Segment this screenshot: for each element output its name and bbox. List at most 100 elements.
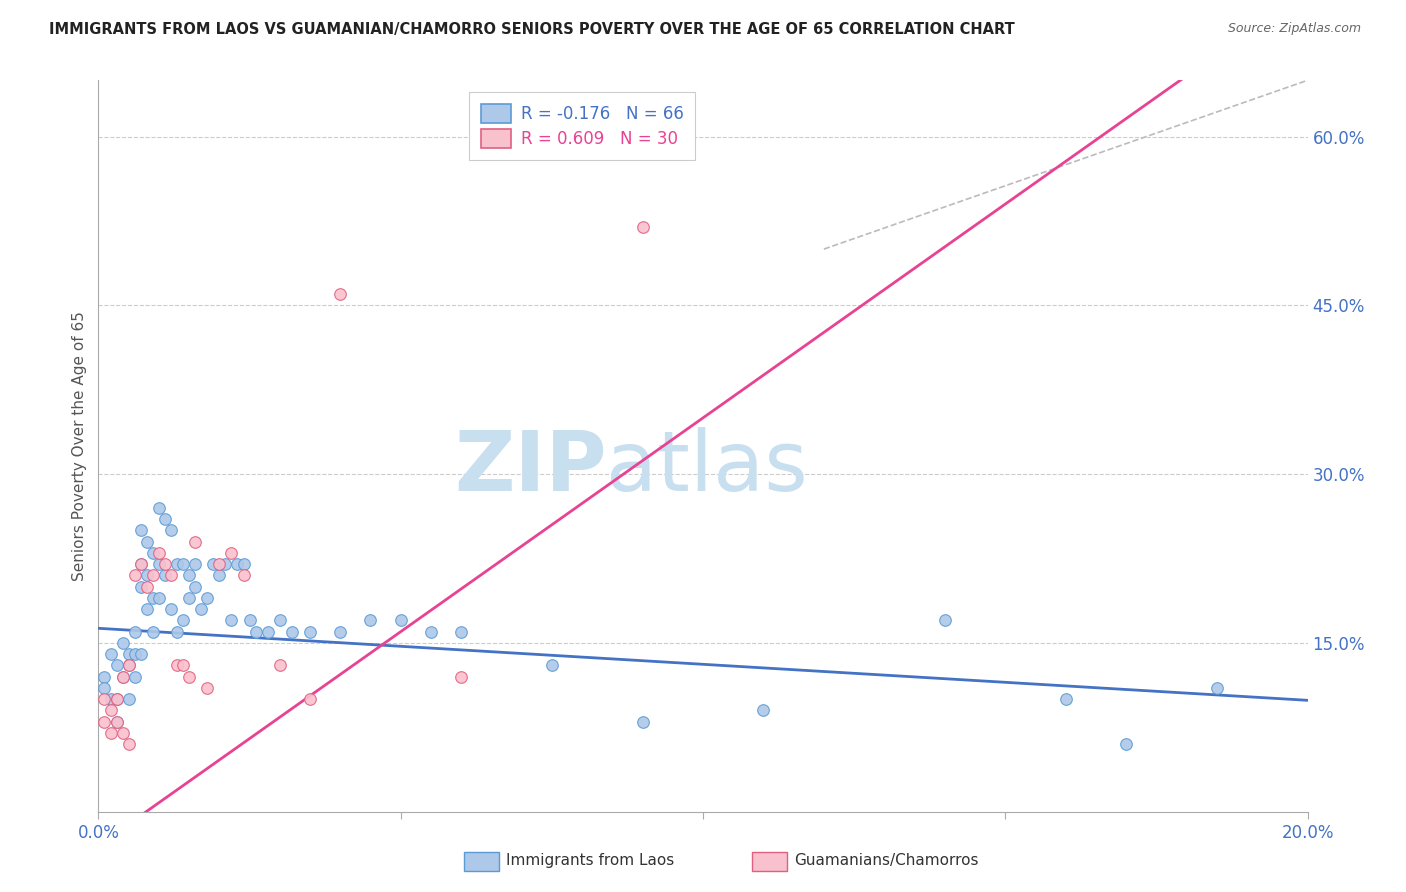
Point [389,614,412,628]
Point [166,557,188,571]
Point [135,568,157,582]
Point [160,524,183,538]
Point [93,692,115,706]
Text: atlas: atlas [606,427,808,508]
Point [148,557,170,571]
Text: Immigrants from Laos: Immigrants from Laos [506,854,675,868]
Point [239,614,262,628]
Point [105,714,128,729]
Point [124,568,146,582]
Point [124,670,146,684]
Point [118,658,141,673]
Point [111,726,134,740]
Point [269,658,291,673]
Point [221,546,243,560]
Point [142,591,165,605]
Point [195,681,218,695]
Point [631,219,654,234]
Point [256,624,278,639]
Point [195,591,218,605]
Point [153,568,176,582]
Point [540,658,562,673]
Point [124,647,146,661]
Point [111,670,134,684]
Point [105,658,128,673]
Point [129,557,152,571]
Point [129,524,152,538]
Point [93,670,115,684]
Point [93,714,115,729]
Point [118,692,141,706]
Text: ZIP: ZIP [454,427,606,508]
Point [105,692,128,706]
Point [329,287,352,301]
Point [184,534,207,549]
Point [142,546,165,560]
Point [208,557,231,571]
Point [631,714,654,729]
Point [148,546,170,560]
Y-axis label: Seniors Poverty Over the Age of 65: Seniors Poverty Over the Age of 65 [72,311,87,581]
Point [184,557,207,571]
Point [1206,681,1229,695]
Point [202,557,225,571]
Point [135,602,157,616]
Point [179,591,201,605]
Point [100,726,122,740]
Point [100,647,122,661]
Point [100,703,122,717]
Point [299,692,322,706]
Point [299,624,322,639]
Point [226,557,249,571]
Point [135,580,157,594]
Legend: R = -0.176   N = 66, R = 0.609   N = 30: R = -0.176 N = 66, R = 0.609 N = 30 [470,92,695,160]
Point [190,602,212,616]
Point [142,568,165,582]
Point [166,624,188,639]
Text: Guamanians/Chamorros: Guamanians/Chamorros [794,854,979,868]
Point [124,624,146,639]
Point [142,624,165,639]
Text: Source: ZipAtlas.com: Source: ZipAtlas.com [1227,22,1361,36]
Point [752,703,775,717]
Point [160,602,183,616]
Point [214,557,236,571]
Point [129,557,152,571]
Point [111,670,134,684]
Point [100,692,122,706]
Point [179,670,201,684]
Point [360,614,382,628]
Point [118,658,141,673]
Point [232,568,254,582]
Point [172,614,194,628]
Point [450,670,472,684]
Point [111,636,134,650]
Point [105,692,128,706]
Point [160,568,183,582]
Point [1115,737,1137,751]
Point [420,624,443,639]
Point [269,614,291,628]
Point [148,591,170,605]
Point [208,568,231,582]
Point [184,580,207,594]
Point [129,580,152,594]
Point [135,534,157,549]
Point [153,557,176,571]
Point [172,658,194,673]
Point [129,647,152,661]
Point [179,568,201,582]
Point [450,624,472,639]
Text: IMMIGRANTS FROM LAOS VS GUAMANIAN/CHAMORRO SENIORS POVERTY OVER THE AGE OF 65 CO: IMMIGRANTS FROM LAOS VS GUAMANIAN/CHAMOR… [49,22,1015,37]
Point [245,624,267,639]
Point [118,647,141,661]
Point [93,681,115,695]
Point [105,714,128,729]
Point [281,624,304,639]
Point [329,624,352,639]
Point [172,557,194,571]
Point [221,614,243,628]
Point [148,500,170,515]
Point [118,737,141,751]
Point [1054,692,1077,706]
